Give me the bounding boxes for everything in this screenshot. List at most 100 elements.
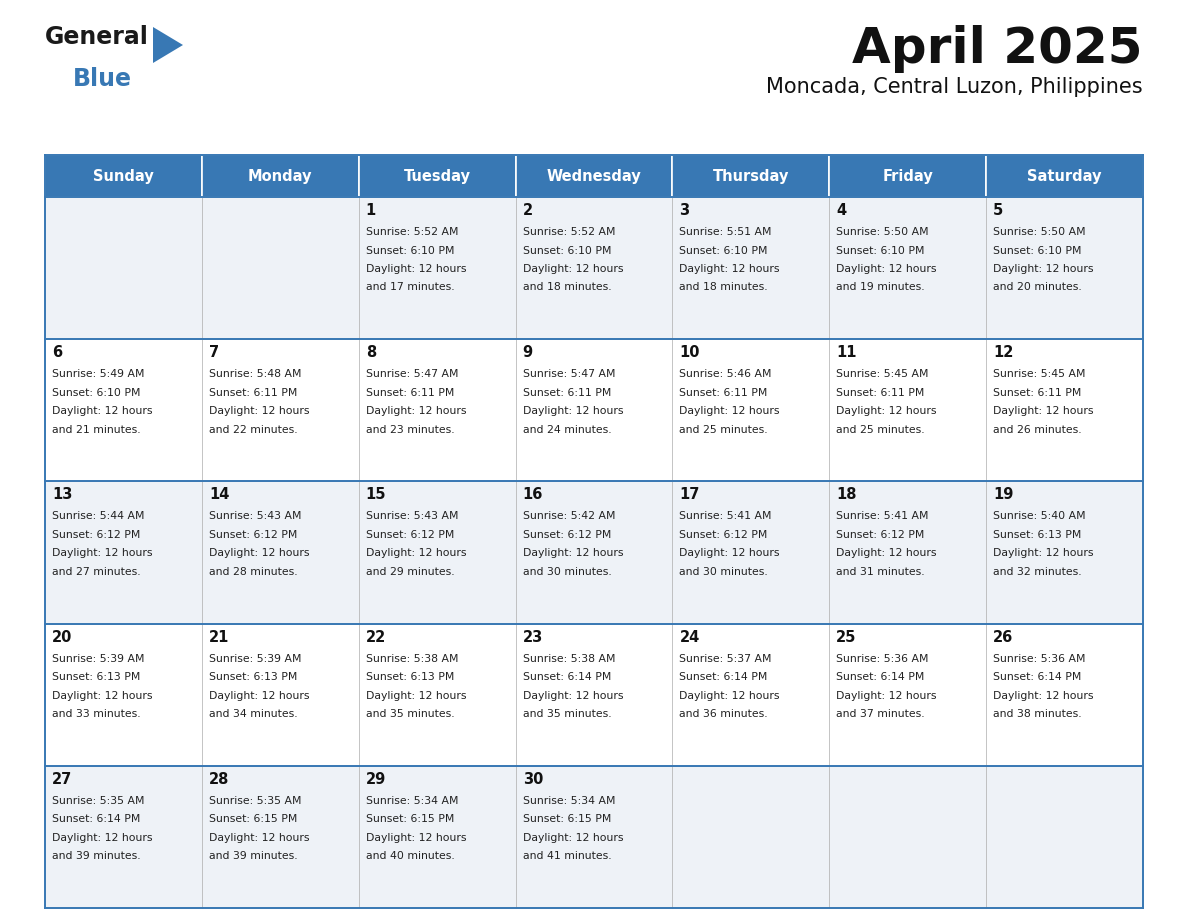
Bar <box>45 481 202 623</box>
Bar <box>516 197 672 339</box>
Text: 18: 18 <box>836 487 857 502</box>
Text: April 2025: April 2025 <box>853 25 1143 73</box>
Text: Daylight: 12 hours: Daylight: 12 hours <box>993 406 1094 416</box>
Text: Sunrise: 5:48 AM: Sunrise: 5:48 AM <box>209 369 302 379</box>
Bar <box>986 339 1143 481</box>
Bar <box>516 481 672 623</box>
Text: Daylight: 12 hours: Daylight: 12 hours <box>523 833 623 843</box>
Text: 17: 17 <box>680 487 700 502</box>
Text: 5: 5 <box>993 203 1004 218</box>
Text: Sunrise: 5:34 AM: Sunrise: 5:34 AM <box>523 796 615 806</box>
Text: Daylight: 12 hours: Daylight: 12 hours <box>680 264 781 274</box>
Text: Sunrise: 5:46 AM: Sunrise: 5:46 AM <box>680 369 772 379</box>
Text: 24: 24 <box>680 630 700 644</box>
Text: Sunrise: 5:38 AM: Sunrise: 5:38 AM <box>366 654 459 664</box>
Text: Sunset: 6:10 PM: Sunset: 6:10 PM <box>993 245 1081 255</box>
Text: 20: 20 <box>52 630 72 644</box>
Text: Daylight: 12 hours: Daylight: 12 hours <box>209 690 309 700</box>
Bar <box>202 623 359 766</box>
Bar <box>986 155 1143 197</box>
Text: and 38 minutes.: and 38 minutes. <box>993 709 1082 719</box>
Bar <box>202 197 359 339</box>
Text: Sunrise: 5:36 AM: Sunrise: 5:36 AM <box>836 654 929 664</box>
Bar <box>986 197 1143 339</box>
Text: Daylight: 12 hours: Daylight: 12 hours <box>366 548 466 558</box>
Text: Sunset: 6:14 PM: Sunset: 6:14 PM <box>523 672 611 682</box>
Bar <box>829 623 986 766</box>
Text: 7: 7 <box>209 345 219 360</box>
Text: Daylight: 12 hours: Daylight: 12 hours <box>993 548 1094 558</box>
Text: and 39 minutes.: and 39 minutes. <box>209 851 297 861</box>
Text: 22: 22 <box>366 630 386 644</box>
Text: and 35 minutes.: and 35 minutes. <box>366 709 454 719</box>
Text: and 30 minutes.: and 30 minutes. <box>523 567 612 577</box>
Text: and 25 minutes.: and 25 minutes. <box>680 425 769 435</box>
Text: Daylight: 12 hours: Daylight: 12 hours <box>993 690 1094 700</box>
Text: Daylight: 12 hours: Daylight: 12 hours <box>680 406 781 416</box>
Text: and 31 minutes.: and 31 minutes. <box>836 567 925 577</box>
Text: and 27 minutes.: and 27 minutes. <box>52 567 140 577</box>
Text: and 35 minutes.: and 35 minutes. <box>523 709 611 719</box>
Text: and 19 minutes.: and 19 minutes. <box>836 283 925 293</box>
Text: and 18 minutes.: and 18 minutes. <box>523 283 611 293</box>
Bar <box>45 766 202 908</box>
Text: Sunset: 6:15 PM: Sunset: 6:15 PM <box>209 814 297 824</box>
Bar <box>672 623 829 766</box>
Text: General: General <box>45 25 148 49</box>
Bar <box>829 155 986 197</box>
Text: and 36 minutes.: and 36 minutes. <box>680 709 769 719</box>
Text: 30: 30 <box>523 772 543 787</box>
Text: Friday: Friday <box>883 169 933 184</box>
Text: Sunset: 6:10 PM: Sunset: 6:10 PM <box>680 245 767 255</box>
Text: 4: 4 <box>836 203 846 218</box>
Text: Sunset: 6:12 PM: Sunset: 6:12 PM <box>209 530 297 540</box>
Text: Sunset: 6:10 PM: Sunset: 6:10 PM <box>52 387 140 397</box>
Text: Sunrise: 5:47 AM: Sunrise: 5:47 AM <box>523 369 615 379</box>
Bar <box>672 481 829 623</box>
Text: Sunset: 6:10 PM: Sunset: 6:10 PM <box>523 245 611 255</box>
Bar <box>202 481 359 623</box>
Text: and 37 minutes.: and 37 minutes. <box>836 709 925 719</box>
Text: Sunday: Sunday <box>93 169 153 184</box>
Bar <box>359 766 516 908</box>
Bar <box>45 339 202 481</box>
Text: 23: 23 <box>523 630 543 644</box>
Bar <box>359 197 516 339</box>
Text: and 21 minutes.: and 21 minutes. <box>52 425 140 435</box>
Text: 10: 10 <box>680 345 700 360</box>
Text: Sunset: 6:13 PM: Sunset: 6:13 PM <box>993 530 1081 540</box>
Text: and 25 minutes.: and 25 minutes. <box>836 425 925 435</box>
Text: Sunset: 6:12 PM: Sunset: 6:12 PM <box>836 530 924 540</box>
Bar <box>672 339 829 481</box>
Bar <box>829 766 986 908</box>
Text: Sunset: 6:13 PM: Sunset: 6:13 PM <box>209 672 297 682</box>
Text: Sunrise: 5:52 AM: Sunrise: 5:52 AM <box>366 227 459 237</box>
Text: Sunset: 6:13 PM: Sunset: 6:13 PM <box>52 672 140 682</box>
Text: Sunrise: 5:50 AM: Sunrise: 5:50 AM <box>993 227 1086 237</box>
Text: 21: 21 <box>209 630 229 644</box>
Text: Daylight: 12 hours: Daylight: 12 hours <box>52 548 152 558</box>
Text: Daylight: 12 hours: Daylight: 12 hours <box>366 833 466 843</box>
Text: 27: 27 <box>52 772 72 787</box>
Text: and 23 minutes.: and 23 minutes. <box>366 425 454 435</box>
Text: and 24 minutes.: and 24 minutes. <box>523 425 611 435</box>
Bar <box>986 766 1143 908</box>
Text: Sunrise: 5:47 AM: Sunrise: 5:47 AM <box>366 369 459 379</box>
Text: Daylight: 12 hours: Daylight: 12 hours <box>836 690 937 700</box>
Text: Sunset: 6:11 PM: Sunset: 6:11 PM <box>366 387 454 397</box>
Text: Daylight: 12 hours: Daylight: 12 hours <box>366 264 466 274</box>
Bar <box>829 197 986 339</box>
Bar <box>516 155 672 197</box>
Bar <box>986 623 1143 766</box>
Bar <box>202 155 359 197</box>
Text: Sunset: 6:12 PM: Sunset: 6:12 PM <box>366 530 454 540</box>
Text: Sunset: 6:11 PM: Sunset: 6:11 PM <box>680 387 767 397</box>
Text: Sunset: 6:12 PM: Sunset: 6:12 PM <box>680 530 767 540</box>
Text: and 29 minutes.: and 29 minutes. <box>366 567 454 577</box>
Text: Sunrise: 5:50 AM: Sunrise: 5:50 AM <box>836 227 929 237</box>
Text: Sunset: 6:12 PM: Sunset: 6:12 PM <box>52 530 140 540</box>
Text: Daylight: 12 hours: Daylight: 12 hours <box>836 548 937 558</box>
Text: Sunrise: 5:51 AM: Sunrise: 5:51 AM <box>680 227 772 237</box>
Text: Moncada, Central Luzon, Philippines: Moncada, Central Luzon, Philippines <box>766 77 1143 97</box>
Text: 26: 26 <box>993 630 1013 644</box>
